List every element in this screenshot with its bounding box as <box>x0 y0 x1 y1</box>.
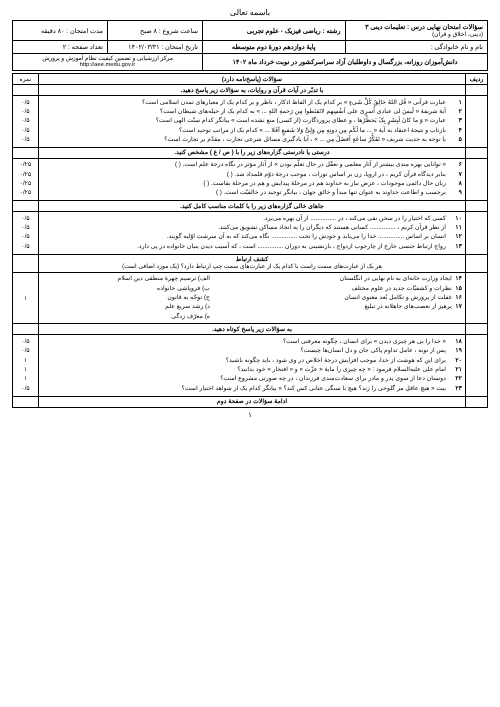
q4-text: بازتاب و نتیجهٔ اعتقاد به آیهٔ « ... ما … <box>42 127 446 135</box>
q9-score: ۰/۲۵ <box>16 189 35 197</box>
q6-num: ۶ <box>450 161 462 168</box>
q8-score: ۰/۲۵ <box>16 180 35 188</box>
q5-num: ۵ <box>450 136 462 143</box>
q13-score: ۰/۵ <box>16 243 35 251</box>
m17-num: ۱۷ <box>455 303 462 310</box>
q2-text: آیهٔ شریفهٔ « لَیسَ لی عبادی اُسرِیَ علی… <box>42 108 446 116</box>
q1-text: عبارت قرآنی « قُل اللهُ خالِقُ کُلِّ شَی… <box>42 99 446 107</box>
q3-num: ۳ <box>450 117 462 124</box>
field: رشته : ریاضی فیزیک - علوم تجربی <box>203 21 346 41</box>
q6-text: « توانایی بهره مندی بیشتر از آثار معلمی … <box>42 161 446 169</box>
footer-note: ادامهٔ سؤالات در صفحهٔ دوم <box>39 396 466 407</box>
q18-score: ۰/۵ <box>16 338 35 346</box>
q12-num: ۱۲ <box>450 233 462 240</box>
m14-r: ایجاد وزارت خانه‌ای به نام نهایی در انگل… <box>340 275 452 282</box>
q18-num: ۱۸ <box>450 338 462 345</box>
q12-score: ۰/۵ <box>16 233 35 241</box>
sec1: با تدبّر در آیات قرآن و روایات، به سؤالا… <box>39 85 466 96</box>
m14-num: ۱۴ <box>455 275 462 282</box>
th-content: سؤالات (پاسخ‌نامه دارد) <box>39 74 466 85</box>
q5-score: ۰/۵ <box>16 136 35 144</box>
q1-score: ۰/۵ <box>16 99 35 107</box>
q10-score: ۰/۵ <box>16 215 35 223</box>
q8-num: ۸ <box>450 180 462 187</box>
m15-r: نظرات و کشفیّات جدید در علوم مختلف <box>351 285 451 292</box>
q3-text: عبارت « وَ ما کانَ لَبِشَرٍ بِکَ یَحظُرُ… <box>42 117 446 125</box>
q12-text: انسان بر اساس ............... خدا را می‌… <box>42 233 446 241</box>
q22-text: دوستان دعا از سوی پدر و مادر برای سعادت‌… <box>42 375 446 383</box>
subject-sub: (دینی، اخلاق و قرآن) <box>432 32 483 38</box>
q2-num: ۲ <box>450 108 462 115</box>
th-radif: ردیف <box>466 74 488 85</box>
q7-score: ۰/۲۵ <box>16 171 35 179</box>
q21-num: ۲۱ <box>450 366 462 373</box>
q5-text: با توجه به حدیث شریف « تَفَکُّرُ ساعَةٍ … <box>42 136 446 144</box>
q19-text: پس از توبه ، عامل تداوم پاکی جان و دل ان… <box>42 347 446 355</box>
q22-score: ۱ <box>16 375 35 383</box>
q13-num: ۱۳ <box>450 243 462 250</box>
subject-label: سؤالات امتحان نهایی درس : تعلیمات دینی ۳ <box>365 24 483 31</box>
page-count: تعداد صفحه : ۲ <box>13 41 108 54</box>
m16-r: غفلت از پرورش و تکامل بُعد معنوی انسان <box>344 294 451 301</box>
sec3: جاهای خالی گزاره‌های زیر را با کلمات منا… <box>39 201 466 212</box>
q10-num: ۱۰ <box>450 215 462 222</box>
q1-num: ۱ <box>450 99 462 106</box>
grade: پایهٔ دوازدهم دورهٔ دوم متوسطه <box>203 41 346 54</box>
m14-l: الف) ترسیم چهرهٔ منطقی دین اسلام <box>42 275 210 283</box>
name-field: نام و نام خانوادگی : <box>345 41 488 54</box>
m15-l: ب) فروپاشی خانواده <box>42 285 210 293</box>
q21-score: ۱ <box>16 366 35 374</box>
q20-score: ۱ <box>16 357 35 365</box>
sec2: درستی یا نادرستی گزاره‌های زیر را با ( ص… <box>39 147 466 158</box>
q3-score: ۰/۵ <box>16 117 35 125</box>
q4-score: ۰/۵ <box>16 127 35 135</box>
q23-score: ۰/۵ <box>16 385 35 393</box>
students-desc: دانش‌آموزان روزانه، بزرگسال و داوطلبان آ… <box>203 54 488 71</box>
q22-num: ۲۲ <box>450 375 462 382</box>
q11-score: ۰/۵ <box>16 224 35 232</box>
m16-num: ۱۶ <box>455 294 462 301</box>
q7-text: بنابر دیدگاه قرآن کریم ، در اروپا، زن بر… <box>42 171 446 179</box>
q19-score: ۰/۵ <box>16 347 35 355</box>
m16-l: ج) توجّه به قانون <box>42 294 210 302</box>
org: مرکز ارزشیابی و تضمین کیفیت نظام آموزش و… <box>13 54 203 71</box>
q9-text: برحسب و اطاعت خداوند به عنوان تنها مبدأ … <box>42 189 446 197</box>
q20-num: ۲۰ <box>450 357 462 364</box>
m-score: ۱ <box>13 272 39 324</box>
m-extra: ه) معرّف زدگی <box>42 313 210 321</box>
questions-table: ردیف سؤالات (پاسخ‌نامه دارد) نمره با تدب… <box>12 73 488 408</box>
q23-num: ۲۳ <box>450 385 462 392</box>
duration: مدت امتحان : ۸۰ دقیقه <box>13 21 108 41</box>
q11-num: ۱۱ <box>450 224 462 231</box>
q2-score: ۰/۵ <box>16 108 35 116</box>
th-score: نمره <box>13 74 39 85</box>
q20-text: برای این که هوشت از خدا، موجب افزایش درج… <box>42 357 446 365</box>
q10-text: کسی که اختیار را در سخن نفی می‌کند ، در … <box>42 215 446 223</box>
m17-l: د) رشد سریع علم <box>42 303 210 311</box>
q23-text: بیت « هیچ عاقل مر گلوخی را زند؟ هیچ با س… <box>42 385 446 393</box>
start-time: ساعت شروع : ۸ صبح <box>108 21 203 41</box>
bismillah: باسمه تعالی <box>12 8 488 17</box>
q13-text: رواج ارتباط جنسی خارج از چارجوب ازدواج ،… <box>42 243 446 251</box>
sec5: به سؤالات زیر پاسخ کوتاه دهید. <box>39 324 466 335</box>
m15-num: ۱۵ <box>455 285 462 292</box>
q9-num: ۹ <box>450 189 462 196</box>
q11-text: از نظر قرآن کریم ، ............... کسانی… <box>42 224 446 232</box>
page-number: ۱ <box>12 411 488 419</box>
q4-num: ۴ <box>450 127 462 134</box>
m17-r: پرهیز از تعصب‌های جاهلانه در تبلیغ <box>365 303 452 310</box>
q7-num: ۷ <box>450 171 462 178</box>
q19-num: ۱۹ <box>450 347 462 354</box>
q6-score: ۰/۲۵ <box>16 161 35 169</box>
exam-header: سؤالات امتحان نهایی درس : تعلیمات دینی ۳… <box>12 20 488 71</box>
q8-text: زبان حال دائمی موجودات ، عرض نیاز به خدا… <box>42 180 446 188</box>
q18-text: « خدا را بی هر چیزی دیدن » برای انسان ، … <box>42 338 446 346</box>
q21-text: امام علی علیه‌السلام فرمود : « چه چیزی ر… <box>42 366 446 374</box>
sec4: کشف ارتباطهر یک از عبارت‌های سمت راست با… <box>39 254 466 272</box>
exam-date: تاریخ امتحان : ۱۴۰۲/۰۳/۳۱ <box>108 41 203 54</box>
